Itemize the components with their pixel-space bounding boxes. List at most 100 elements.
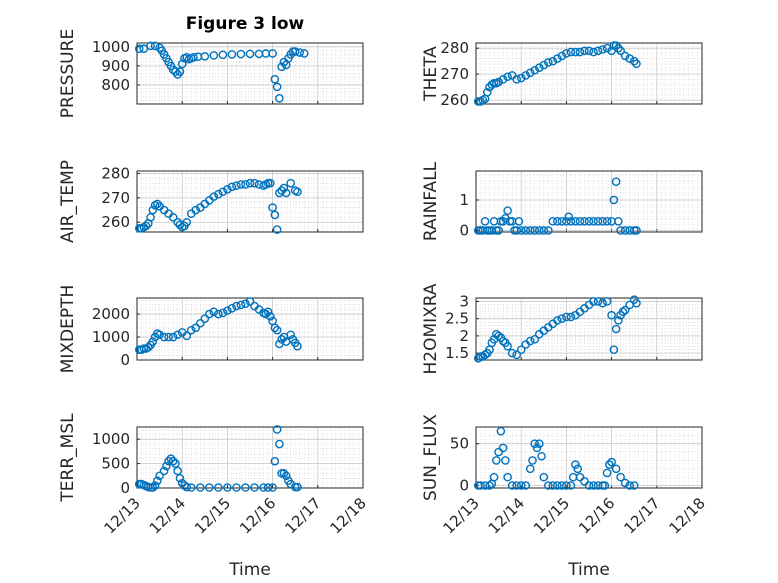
axes-border (475, 426, 703, 489)
y-tick-label: 270 (101, 189, 130, 207)
y-axis-label: MIXDEPTH (58, 285, 78, 374)
data-point (593, 217, 603, 226)
data-point (141, 221, 151, 231)
data-point (232, 483, 241, 492)
data-point (485, 481, 494, 490)
data-point (200, 314, 210, 323)
data-point (571, 460, 580, 469)
y-tick-label: 1000 (92, 328, 130, 346)
data-point (153, 476, 162, 485)
y-axis-label: AIR_TEMP (58, 160, 78, 243)
data-point (134, 44, 144, 54)
subplot-h2omixra: 1.522.53 H2OMIXRA (421, 283, 703, 375)
data-point (562, 49, 571, 58)
subplot-rainfall: 0 1 RAINFALL (421, 161, 703, 241)
data-point (250, 178, 259, 188)
data-point (530, 335, 540, 344)
data-point (241, 180, 250, 189)
data-point (534, 226, 544, 235)
data-point (580, 46, 589, 56)
data-point (153, 199, 162, 209)
data-point (516, 481, 526, 490)
data-point (614, 43, 623, 53)
data-point (494, 77, 503, 87)
x-tick-label: 12/16 (236, 494, 279, 537)
data-point (516, 226, 526, 235)
data-point (168, 456, 178, 466)
data-point (530, 226, 540, 235)
data-point (191, 205, 201, 215)
data-point (261, 309, 271, 319)
data-point (584, 217, 594, 226)
data-point (620, 51, 630, 61)
data-point (611, 324, 621, 334)
data-point (227, 182, 237, 192)
data-point (566, 312, 576, 322)
data-point (195, 318, 205, 328)
data-point (598, 298, 607, 308)
data-point (584, 481, 594, 490)
data-point (602, 217, 612, 226)
data-point (245, 297, 255, 306)
data-point (277, 186, 286, 195)
data-point (173, 330, 182, 340)
data-point (605, 460, 614, 469)
x-axis-label: Time (567, 560, 610, 580)
data-point (281, 188, 291, 198)
data-point (146, 41, 155, 51)
data-point (173, 466, 182, 476)
data-point (562, 481, 571, 490)
y-tick-label: 260 (440, 91, 469, 109)
data-point (562, 312, 571, 322)
data-point (553, 54, 562, 63)
axes-border (136, 42, 364, 105)
x-tick-label: 12/16 (575, 494, 618, 537)
data-point (525, 336, 535, 346)
data-point (150, 481, 160, 490)
data-point (503, 206, 512, 215)
data-point (245, 49, 255, 59)
data-point (223, 306, 232, 315)
data-point (245, 178, 255, 188)
data-point (293, 187, 302, 197)
data-point (236, 49, 246, 59)
y-axis-label: H2OMIXRA (421, 283, 441, 374)
data-point (544, 481, 553, 490)
data-point (607, 310, 616, 320)
y-axis-label: SUN_FLUX (421, 414, 441, 501)
y-tick-label: 2.5 (445, 310, 469, 328)
data-point (534, 439, 544, 449)
x-tick-label: 12/13 (101, 494, 144, 537)
data-point (544, 226, 553, 235)
data-point (553, 481, 562, 490)
data-point (270, 323, 280, 333)
data-point (629, 56, 639, 66)
data-point (521, 71, 531, 80)
y-tick-label: 0 (120, 479, 130, 497)
data-point (268, 203, 277, 212)
x-tick-label: 12/17 (281, 494, 324, 537)
data-point (616, 46, 625, 56)
data-point (146, 213, 155, 222)
data-point (593, 46, 603, 56)
data-point (286, 178, 295, 188)
y-tick-label: 1000 (92, 430, 130, 448)
data-point (528, 456, 537, 465)
data-point (162, 461, 171, 471)
data-point (548, 217, 558, 226)
data-point (589, 481, 598, 490)
data-point (173, 217, 182, 227)
data-point (539, 472, 549, 482)
data-point (182, 217, 192, 227)
data-point (182, 482, 192, 492)
data-point (277, 62, 286, 72)
data-point (571, 217, 580, 226)
axes-border (475, 297, 703, 361)
data-point (503, 472, 512, 482)
data-point (575, 47, 585, 57)
y-tick-label: 3 (459, 292, 469, 310)
data-point (532, 443, 542, 453)
axes-border (475, 42, 703, 105)
data-point (191, 323, 201, 333)
